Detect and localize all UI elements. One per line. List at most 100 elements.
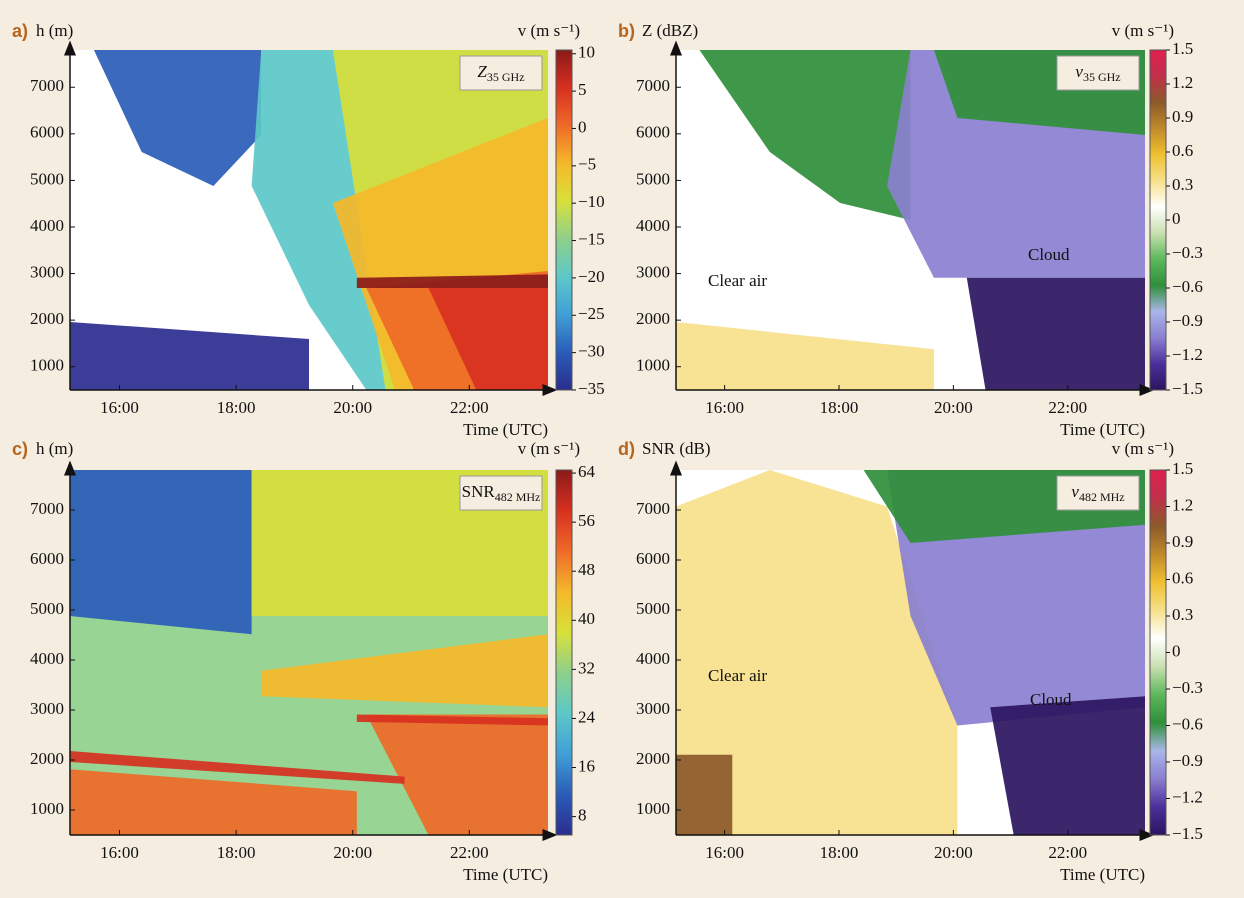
annotation: Cloud bbox=[1028, 245, 1070, 264]
annotation: Clear air bbox=[708, 271, 767, 290]
x-tick-label: 16:00 bbox=[100, 398, 139, 417]
y-tick-label: 6000 bbox=[636, 549, 670, 568]
field-region bbox=[356, 714, 548, 726]
inset-label-subscript: 35 GHz bbox=[487, 70, 525, 84]
field-region bbox=[70, 322, 309, 390]
field-region bbox=[966, 277, 1145, 390]
panel: 1000 2000 3000 4000 5000 6000 7000 16:00 18:00 20… bbox=[12, 439, 596, 884]
y-tick-label: 7000 bbox=[30, 76, 64, 95]
colorbar-tick-label: 64 bbox=[578, 462, 596, 481]
colorbar-tick-label: 1.2 bbox=[1172, 495, 1193, 514]
colorbar-tick-label: −0.6 bbox=[1172, 714, 1203, 733]
x-axis-label: Time (UTC) bbox=[463, 865, 548, 884]
y-tick-label: 2000 bbox=[30, 749, 64, 768]
field-region bbox=[356, 274, 548, 288]
x-tick-label: 16:00 bbox=[705, 398, 744, 417]
colorbar-tick-label: −0.9 bbox=[1172, 311, 1203, 330]
inset-box bbox=[459, 475, 543, 511]
x-tick-label: 18:00 bbox=[820, 398, 859, 417]
field-region bbox=[676, 470, 958, 835]
colorbar-tick-label: 0.6 bbox=[1172, 568, 1193, 587]
colorbar-tick-label: −20 bbox=[578, 267, 605, 286]
colorbar-tick-label: 40 bbox=[578, 609, 595, 628]
y-tick-label: 6000 bbox=[30, 123, 64, 142]
y-tick-label: 2000 bbox=[636, 749, 670, 768]
annotation: Cloud bbox=[1030, 690, 1072, 709]
x-tick-label: 22:00 bbox=[1048, 398, 1087, 417]
colorbar-label: v (m s⁻¹) bbox=[518, 439, 580, 458]
colorbar-tick-label: 10 bbox=[578, 43, 595, 62]
colorbar-label: v (m s⁻¹) bbox=[1112, 21, 1174, 40]
y-tick-label: 6000 bbox=[30, 549, 64, 568]
inset-label: SNR482 MHz bbox=[462, 482, 541, 504]
y-tick-label: 3000 bbox=[636, 699, 670, 718]
colorbar-tick-label: 0.9 bbox=[1172, 107, 1193, 126]
field-region bbox=[676, 322, 934, 390]
inset-box bbox=[1056, 55, 1140, 91]
colorbar bbox=[555, 49, 573, 391]
y-tick-label: 1000 bbox=[30, 356, 64, 375]
y-tick-label: 1000 bbox=[636, 356, 670, 375]
inset-label-main: SNR bbox=[462, 482, 496, 501]
field-region bbox=[428, 288, 548, 390]
colorbar-tick-label: 24 bbox=[578, 707, 596, 726]
panel: 1000 2000 3000 4000 5000 6000 7000 16:00 18:00 20… bbox=[12, 21, 605, 439]
colorbar-label: v (m s⁻¹) bbox=[518, 21, 580, 40]
colorbar-tick-label: −0.3 bbox=[1172, 678, 1203, 697]
panel-label: a) bbox=[12, 21, 28, 41]
colorbar-tick-label: 5 bbox=[578, 80, 587, 99]
colorbar bbox=[1149, 49, 1167, 391]
annotation: Clear air bbox=[708, 666, 767, 685]
colorbar-tick-label: −30 bbox=[578, 342, 605, 361]
y-tick-label: 2000 bbox=[30, 309, 64, 328]
colorbar-tick-label: 1.5 bbox=[1172, 459, 1193, 478]
x-tick-label: 18:00 bbox=[820, 843, 859, 862]
colorbar-label: v (m s⁻¹) bbox=[1112, 439, 1174, 458]
colorbar-tick-label: 8 bbox=[578, 806, 587, 825]
inset-label-main: Z bbox=[477, 62, 487, 81]
colorbar-tick-label: 16 bbox=[578, 756, 595, 775]
field-region bbox=[70, 751, 405, 784]
y-tick-label: 5000 bbox=[30, 169, 64, 188]
y-tick-label: 7000 bbox=[30, 499, 64, 518]
panel: 1000 2000 3000 4000 5000 6000 7000 16:00 18:00 20… bbox=[618, 21, 1203, 439]
colorbar-tick-label: −0.9 bbox=[1172, 751, 1203, 770]
x-tick-label: 18:00 bbox=[217, 398, 256, 417]
colorbar-tick-label: −10 bbox=[578, 192, 605, 211]
y-tick-label: 3000 bbox=[636, 262, 670, 281]
x-tick-label: 20:00 bbox=[934, 843, 973, 862]
x-tick-label: 16:00 bbox=[705, 843, 744, 862]
colorbar-tick-label: 0.9 bbox=[1172, 532, 1193, 551]
colorbar-tick-label: 0.3 bbox=[1172, 175, 1193, 194]
field-region bbox=[990, 696, 1145, 835]
colorbar bbox=[555, 469, 573, 836]
colorbar-tick-label: 0 bbox=[1172, 209, 1181, 228]
y-tick-label: 1000 bbox=[636, 799, 670, 818]
field-region bbox=[699, 50, 911, 220]
y-tick-label: 4000 bbox=[30, 216, 64, 235]
colorbar-tick-label: −0.3 bbox=[1172, 243, 1203, 262]
y-tick-label: 7000 bbox=[636, 499, 670, 518]
field-region bbox=[70, 769, 357, 835]
colorbar-tick-label: −5 bbox=[578, 155, 596, 174]
colorbar-tick-label: 56 bbox=[578, 511, 595, 530]
field-region bbox=[70, 470, 252, 635]
y-tick-label: 5000 bbox=[636, 599, 670, 618]
colorbar-tick-label: −15 bbox=[578, 229, 605, 248]
colorbar-tick-label: 32 bbox=[578, 658, 595, 677]
inset-label: Z35 GHz bbox=[477, 62, 524, 84]
y-tick-label: 5000 bbox=[30, 599, 64, 618]
x-axis-label: Time (UTC) bbox=[1060, 865, 1145, 884]
panel: 1000 2000 3000 4000 5000 6000 7000 16:00 18:00 20… bbox=[618, 439, 1203, 884]
inset-label-main: v bbox=[1075, 62, 1083, 81]
colorbar-tick-label: −1.2 bbox=[1172, 345, 1203, 364]
inset-box bbox=[459, 55, 543, 91]
y-tick-label: 1000 bbox=[30, 799, 64, 818]
panel-label: b) bbox=[618, 21, 635, 41]
y-tick-label: 3000 bbox=[30, 699, 64, 718]
colorbar-tick-label: 48 bbox=[578, 560, 595, 579]
colorbar-tick-label: −1.2 bbox=[1172, 787, 1203, 806]
inset-label: v35 GHz bbox=[1075, 62, 1120, 84]
x-axis-label: Time (UTC) bbox=[463, 420, 548, 439]
y-axis-label: Z (dBZ) bbox=[642, 21, 698, 40]
